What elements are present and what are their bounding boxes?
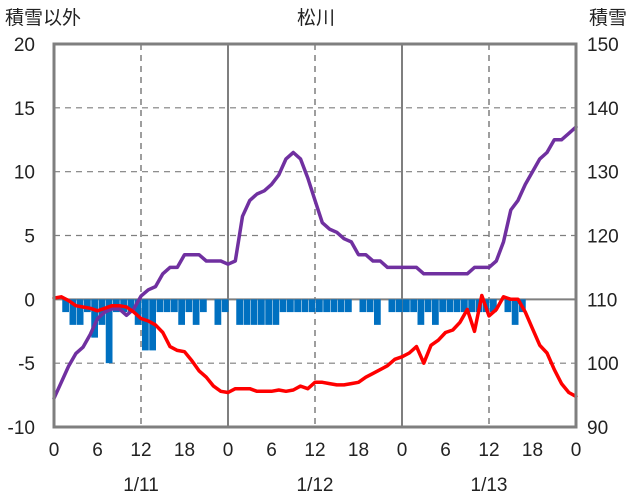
x-tick-label: 12 — [304, 440, 325, 461]
bar — [490, 299, 497, 313]
bar — [265, 299, 272, 325]
bar — [279, 299, 287, 313]
bar — [439, 299, 446, 313]
bar — [287, 299, 294, 313]
bar — [511, 299, 519, 325]
bar — [461, 299, 468, 313]
bar — [69, 299, 77, 325]
left-axis-ticks: 20 15 10 5 0 -5 -10 — [8, 35, 35, 439]
x-axis-date-labels: 1/11 1/12 1/13 — [123, 475, 507, 496]
bar — [258, 299, 265, 325]
bar — [337, 299, 345, 313]
bar — [163, 299, 171, 313]
bar — [236, 299, 243, 325]
bar — [171, 299, 178, 313]
right-tick-label: 100 — [587, 354, 619, 375]
bar — [62, 299, 69, 313]
bar — [250, 299, 258, 325]
left-tick-label: 10 — [14, 163, 35, 184]
x-tick-label: 0 — [397, 440, 408, 461]
bar — [395, 299, 403, 313]
bar — [417, 299, 425, 325]
bar — [301, 299, 309, 313]
bar — [178, 299, 185, 325]
bar — [432, 299, 439, 325]
left-tick-label: 5 — [24, 227, 35, 248]
red-line — [52, 293, 578, 399]
bar — [359, 299, 367, 313]
left-tick-label: -10 — [8, 418, 35, 439]
bar — [214, 299, 222, 325]
date-label: 1/12 — [297, 475, 334, 496]
bar — [185, 299, 193, 313]
x-tick-label: 6 — [92, 440, 103, 461]
bar — [330, 299, 338, 313]
x-tick-label: 0 — [49, 440, 60, 461]
x-tick-label: 12 — [130, 440, 151, 461]
bar — [323, 299, 330, 313]
right-tick-label: 90 — [587, 418, 608, 439]
bar — [294, 299, 301, 313]
left-tick-label: 20 — [14, 35, 35, 56]
bar — [453, 299, 461, 313]
x-axis-ticks: 0 6 12 18 0 6 12 18 0 6 12 18 0 — [49, 440, 582, 461]
right-axis-ticks: 150 140 130 120 110 100 90 — [587, 35, 619, 439]
right-tick-label: 110 — [587, 290, 617, 311]
line-series — [52, 125, 578, 401]
right-tick-label: 150 — [587, 35, 619, 56]
bar — [105, 299, 113, 364]
right-tick-label: 130 — [587, 163, 619, 184]
snow-depth-line — [52, 125, 578, 401]
x-tick-label: 6 — [440, 440, 451, 461]
bar — [192, 299, 200, 325]
left-tick-label: -5 — [18, 354, 35, 375]
bar — [410, 299, 417, 313]
bar — [366, 299, 374, 313]
bar — [156, 299, 164, 313]
date-label: 1/11 — [123, 475, 159, 496]
bar — [504, 299, 512, 313]
x-tick-label: 18 — [522, 440, 543, 461]
bar — [134, 299, 142, 325]
left-tick-label: 0 — [24, 290, 35, 311]
x-tick-label: 0 — [571, 440, 582, 461]
bar — [424, 299, 432, 313]
bar — [127, 299, 135, 313]
bar — [308, 299, 316, 313]
right-tick-label: 140 — [587, 99, 619, 120]
bar — [76, 299, 84, 325]
bar — [200, 299, 207, 313]
chart-title: 松川 — [297, 7, 335, 29]
x-tick-label: 6 — [266, 440, 277, 461]
left-tick-label: 15 — [14, 99, 35, 120]
bar — [91, 299, 98, 338]
bar — [243, 299, 251, 325]
bar — [84, 299, 91, 313]
date-label: 1/13 — [471, 475, 508, 496]
right-axis-title: 積雪 — [589, 7, 627, 29]
bar — [98, 299, 106, 325]
x-tick-label: 0 — [223, 440, 234, 461]
plot-area-border — [52, 42, 578, 429]
bar — [142, 299, 149, 351]
x-tick-label: 18 — [348, 440, 369, 461]
bar — [272, 299, 280, 325]
bar — [446, 299, 454, 313]
bar — [316, 299, 323, 313]
bar — [221, 299, 229, 313]
right-tick-label: 120 — [587, 227, 619, 248]
left-axis-title: 積雪以外 — [5, 7, 81, 29]
grid — [54, 44, 576, 427]
bar — [345, 299, 352, 313]
bar — [468, 299, 475, 313]
bar — [403, 299, 410, 313]
x-tick-label: 12 — [478, 440, 499, 461]
bar — [388, 299, 396, 313]
x-tick-label: 18 — [174, 440, 195, 461]
bar — [374, 299, 381, 325]
